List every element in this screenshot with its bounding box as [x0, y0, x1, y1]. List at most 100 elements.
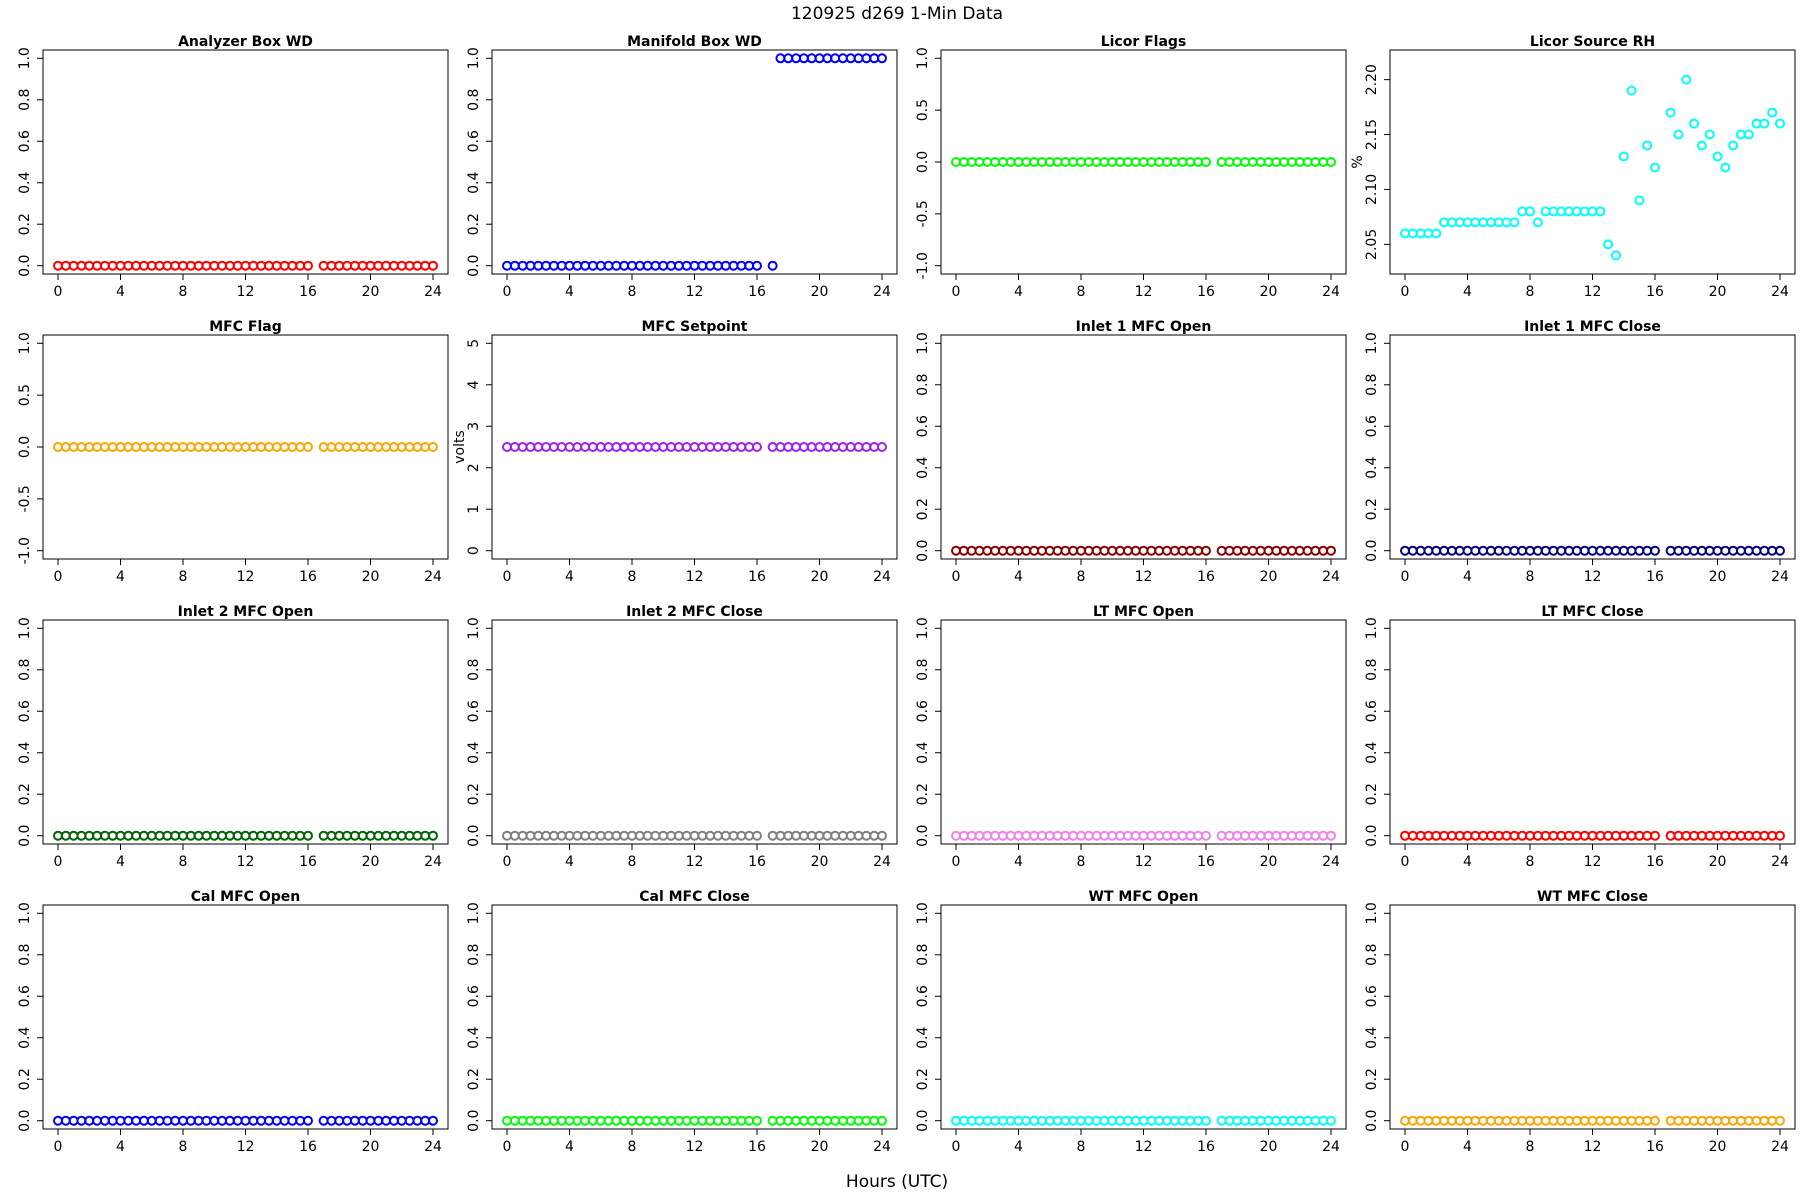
data-point [720, 1115, 731, 1126]
data-point [1415, 830, 1426, 841]
data-point [1091, 545, 1102, 556]
data-point [381, 260, 392, 271]
data-point [287, 442, 298, 452]
data-point [1735, 1115, 1746, 1126]
y-tick-label: 0.4 [466, 1027, 482, 1049]
data-point [404, 1115, 415, 1126]
data-point [1294, 157, 1305, 167]
data-point [533, 1115, 544, 1126]
data-point [342, 830, 353, 841]
x-tick-label: 0 [1401, 854, 1410, 870]
data-point [428, 830, 438, 841]
x-tick-label: 24 [873, 284, 891, 300]
plot-frame [940, 49, 1347, 275]
data-point [1279, 830, 1290, 841]
data-point [1240, 157, 1251, 167]
data-point [334, 830, 345, 841]
y-tick-label: 1.0 [915, 47, 931, 69]
data-point [1462, 830, 1473, 841]
data-point [178, 260, 188, 271]
data-point [783, 442, 794, 452]
x-tick-label: 12 [1135, 1139, 1153, 1155]
data-point [627, 260, 637, 271]
x-tick-label: 0 [54, 1139, 63, 1155]
data-point [681, 830, 692, 841]
data-point [673, 442, 684, 452]
data-point [814, 442, 825, 452]
data-point [60, 830, 71, 841]
data-point [1564, 206, 1575, 217]
data-point [1099, 545, 1110, 556]
y-tick-label: 0.8 [17, 89, 33, 111]
data-point [736, 442, 747, 452]
data-point [1423, 830, 1434, 841]
y-tick-label: 0 [466, 546, 482, 555]
data-point [1052, 545, 1063, 556]
data-point [869, 1115, 880, 1126]
y-tick-label: 0.6 [466, 130, 482, 152]
data-point [318, 1115, 329, 1126]
data-point [525, 442, 536, 452]
y-tick-label: 1.0 [915, 617, 931, 639]
y-tick-label: 0.4 [1364, 742, 1380, 764]
data-point [689, 1115, 700, 1126]
data-point [76, 830, 87, 841]
data-point [365, 1115, 376, 1126]
panel-title: Licor Flags [1101, 34, 1187, 50]
data-point [170, 830, 181, 841]
y-tick-label: 0.4 [17, 1027, 33, 1049]
data-point [1083, 1115, 1094, 1126]
data-point [845, 1115, 856, 1126]
y-tick-label: 1.0 [466, 617, 482, 639]
data-point [1462, 545, 1473, 556]
data-point [974, 545, 985, 556]
data-point [611, 830, 622, 841]
data-point [1130, 545, 1141, 556]
data-point [1650, 545, 1660, 556]
data-point [1091, 1115, 1102, 1126]
data-point [775, 442, 786, 452]
y-tick-label: 0.0 [17, 255, 33, 277]
panel-title: LT MFC Open [1093, 604, 1194, 620]
x-tick-label: 8 [628, 1139, 637, 1155]
y-tick-label: -0.5 [17, 485, 33, 512]
data-point [1470, 545, 1481, 556]
data-point [1720, 830, 1731, 841]
data-point [404, 830, 415, 841]
data-point [673, 830, 684, 841]
data-point [1696, 140, 1707, 151]
data-point [1099, 157, 1110, 167]
data-point [1232, 157, 1243, 167]
data-point [1193, 157, 1204, 167]
data-point [1618, 830, 1629, 841]
x-tick-label: 4 [1463, 569, 1472, 585]
data-point [752, 260, 762, 271]
data-point [775, 1115, 786, 1126]
y-tick-label: 0.8 [1364, 374, 1380, 396]
y-tick-label: 0.6 [915, 700, 931, 722]
x-tick-label: 20 [362, 569, 380, 585]
data-point [1446, 545, 1457, 556]
data-point [712, 1115, 723, 1126]
data-point [611, 1115, 622, 1126]
data-point [1013, 157, 1024, 167]
data-point [877, 830, 887, 841]
data-point [951, 1115, 961, 1126]
data-point [1130, 1115, 1141, 1126]
data-point [248, 442, 259, 452]
y-tick-label: 0.8 [17, 944, 33, 966]
data-point [201, 1115, 212, 1126]
data-point [1310, 157, 1321, 167]
data-point [1634, 830, 1645, 841]
data-point [1728, 140, 1739, 151]
data-point [154, 830, 165, 841]
data-point [564, 1115, 575, 1126]
data-point [603, 1115, 614, 1126]
data-point [541, 830, 552, 841]
y-tick-label: 0.6 [1364, 415, 1380, 437]
data-point [767, 1115, 778, 1126]
y-tick-label: 0.0 [17, 436, 33, 458]
data-point [1650, 1115, 1660, 1126]
data-point [154, 1115, 165, 1126]
data-point [595, 1115, 606, 1126]
